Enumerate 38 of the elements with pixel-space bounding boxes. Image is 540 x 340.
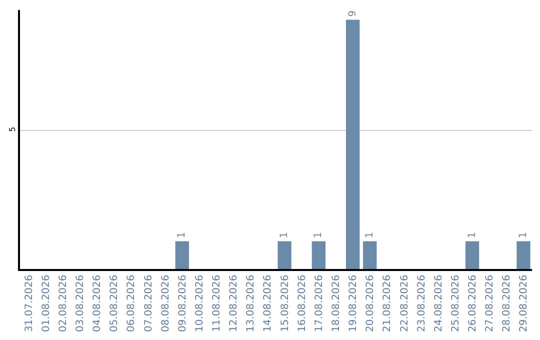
data-label: 1	[466, 232, 478, 238]
x-tick-label: 06.08.2026	[126, 274, 138, 332]
x-tick-label: 20.08.2026	[365, 274, 376, 332]
x-tick-label: 05.08.2026	[109, 274, 120, 332]
data-label: 9	[347, 10, 358, 17]
x-tick-label: 02.08.2026	[58, 274, 69, 332]
x-tick-label: 10.08.2026	[194, 274, 206, 332]
data-label: 1	[176, 232, 188, 238]
x-tick-label: 15.08.2026	[280, 274, 291, 332]
x-tick-label: 09.08.2026	[177, 274, 188, 332]
x-tick-label: 31.07.2026	[24, 274, 35, 332]
x-tick-label: 19.08.2026	[348, 274, 360, 332]
x-tick-label: 23.08.2026	[416, 274, 428, 332]
x-tick-label: 08.08.2026	[160, 274, 172, 332]
x-tick-label: 18.08.2026	[330, 274, 342, 332]
data-label: 1	[313, 232, 324, 238]
x-tick-label: 17.08.2026	[314, 274, 325, 332]
x-tick-label: 07.08.2026	[143, 274, 154, 332]
y-tick-label: 5	[8, 126, 18, 132]
x-tick-label: 26.08.2026	[468, 274, 479, 332]
x-tick-label: 13.08.2026	[246, 274, 257, 332]
x-tick-label: 21.08.2026	[382, 274, 394, 332]
x-tick-label: 27.08.2026	[484, 274, 496, 332]
x-tick-label: 28.08.2026	[502, 274, 513, 332]
x-tick-label: 11.08.2026	[212, 274, 223, 332]
x-tick-label: 14.08.2026	[262, 274, 274, 332]
x-tick-label: 12.08.2026	[228, 274, 240, 332]
x-tick-label: 29.08.2026	[518, 274, 530, 332]
x-tick-label: 25.08.2026	[450, 274, 462, 332]
x-tick-label: 01.08.2026	[40, 274, 52, 332]
x-tick-label: 16.08.2026	[296, 274, 308, 332]
x-tick-label: 22.08.2026	[399, 274, 410, 332]
data-label: 1	[364, 232, 376, 238]
x-tick-label: 04.08.2026	[92, 274, 104, 332]
data-label: 1	[518, 232, 529, 238]
x-tick-label: 03.08.2026	[74, 274, 86, 332]
x-tick-label: 24.08.2026	[433, 274, 444, 332]
data-label: 1	[279, 232, 290, 238]
